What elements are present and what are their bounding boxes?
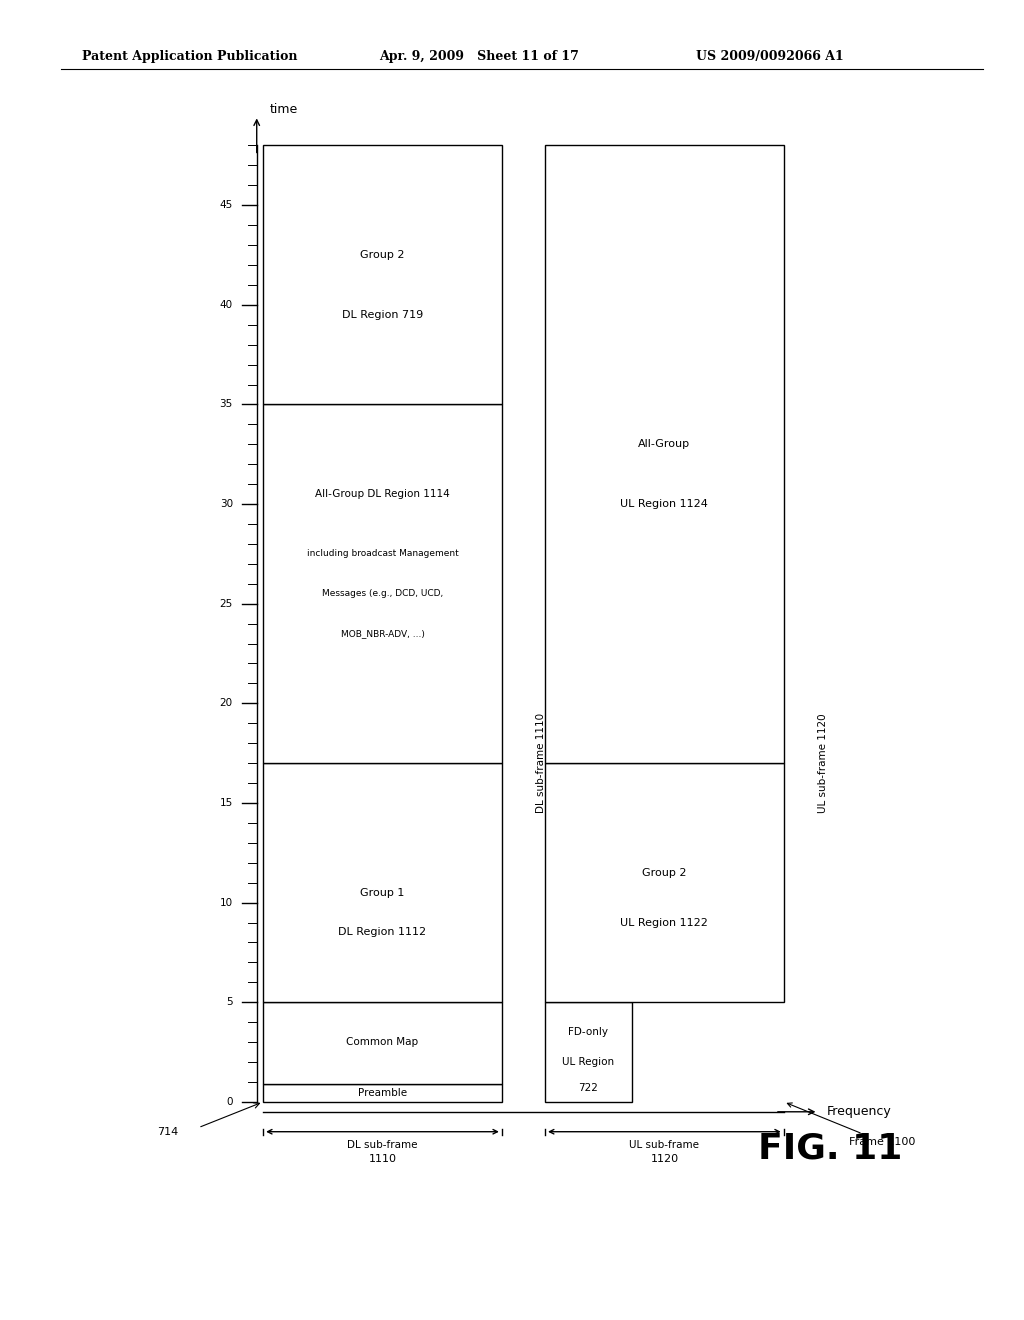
Bar bbox=[545, 145, 783, 763]
Text: 30: 30 bbox=[220, 499, 232, 510]
Text: 20: 20 bbox=[220, 698, 232, 709]
Text: UL Region: UL Region bbox=[562, 1057, 614, 1067]
Text: MOB_NBR-ADV, ...): MOB_NBR-ADV, ...) bbox=[341, 630, 424, 638]
Bar bbox=[263, 145, 502, 404]
Bar bbox=[545, 1002, 632, 1102]
Text: Common Map: Common Map bbox=[346, 1038, 419, 1047]
Text: UL sub-frame: UL sub-frame bbox=[630, 1139, 699, 1150]
Text: Frequency: Frequency bbox=[827, 1105, 892, 1118]
Text: 714: 714 bbox=[158, 1127, 178, 1137]
Text: 722: 722 bbox=[579, 1082, 598, 1093]
Text: Frame 1100: Frame 1100 bbox=[787, 1104, 915, 1147]
Text: UL sub-frame 1120: UL sub-frame 1120 bbox=[818, 713, 828, 813]
Text: 1110: 1110 bbox=[369, 1154, 396, 1164]
Text: Patent Application Publication: Patent Application Publication bbox=[82, 50, 297, 63]
Text: Group 1: Group 1 bbox=[360, 887, 404, 898]
Text: All-Group DL Region 1114: All-Group DL Region 1114 bbox=[315, 490, 450, 499]
Text: DL Region 719: DL Region 719 bbox=[342, 310, 423, 319]
Text: 10: 10 bbox=[220, 898, 232, 908]
Text: Apr. 9, 2009   Sheet 11 of 17: Apr. 9, 2009 Sheet 11 of 17 bbox=[379, 50, 579, 63]
Bar bbox=[263, 1084, 502, 1102]
Text: FD-only: FD-only bbox=[568, 1027, 608, 1038]
Text: FIG. 11: FIG. 11 bbox=[758, 1131, 902, 1166]
Text: 25: 25 bbox=[219, 599, 232, 609]
Text: 0: 0 bbox=[226, 1097, 232, 1107]
Text: Messages (e.g., DCD, UCD,: Messages (e.g., DCD, UCD, bbox=[322, 589, 443, 598]
Text: UL Region 1122: UL Region 1122 bbox=[621, 917, 709, 928]
Text: DL sub-frame 1110: DL sub-frame 1110 bbox=[537, 713, 547, 813]
Bar bbox=[263, 404, 502, 763]
Text: time: time bbox=[269, 103, 298, 116]
Text: DL Region 1112: DL Region 1112 bbox=[338, 928, 427, 937]
Bar bbox=[263, 1002, 502, 1084]
Text: 40: 40 bbox=[220, 300, 232, 310]
Bar bbox=[545, 763, 783, 1002]
Text: All-Group: All-Group bbox=[638, 440, 690, 449]
Text: Group 2: Group 2 bbox=[642, 867, 687, 878]
Text: Preamble: Preamble bbox=[358, 1088, 408, 1098]
Text: 1120: 1120 bbox=[650, 1154, 679, 1164]
Text: Group 2: Group 2 bbox=[360, 249, 404, 260]
Bar bbox=[263, 763, 502, 1002]
Text: 5: 5 bbox=[226, 997, 232, 1007]
Text: including broadcast Management: including broadcast Management bbox=[306, 549, 459, 558]
Text: 15: 15 bbox=[219, 799, 232, 808]
Text: 35: 35 bbox=[219, 400, 232, 409]
Text: UL Region 1124: UL Region 1124 bbox=[621, 499, 709, 510]
Text: DL sub-frame: DL sub-frame bbox=[347, 1139, 418, 1150]
Text: US 2009/0092066 A1: US 2009/0092066 A1 bbox=[696, 50, 844, 63]
Text: 45: 45 bbox=[219, 201, 232, 210]
